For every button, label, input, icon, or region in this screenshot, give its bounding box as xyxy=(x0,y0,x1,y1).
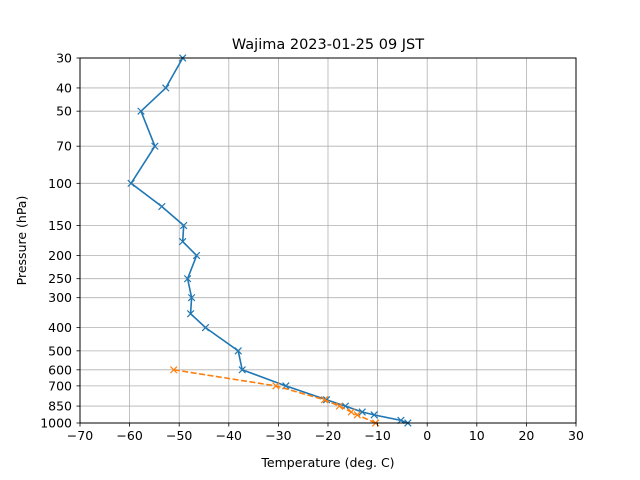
y-tick-label: 700 xyxy=(48,378,72,393)
series-1-line xyxy=(173,369,376,424)
data-point-marker xyxy=(358,408,366,416)
data-point-marker xyxy=(370,411,378,419)
y-tick-label: 50 xyxy=(56,104,72,119)
x-tick-label: −70 xyxy=(67,428,93,443)
series-0 xyxy=(127,54,412,427)
y-tick-label: 1000 xyxy=(40,416,72,431)
data-point-marker xyxy=(186,309,195,318)
y-tick-label: 250 xyxy=(48,271,72,286)
data-point-marker xyxy=(127,179,135,188)
x-tick-label: −60 xyxy=(116,428,142,443)
data-point-marker xyxy=(234,347,242,355)
data-point-marker xyxy=(187,293,196,302)
data-point-marker xyxy=(320,396,329,404)
y-tick-label: 500 xyxy=(48,343,72,358)
x-tick-label: 0 xyxy=(423,428,431,443)
y-tick-label: 300 xyxy=(48,290,72,305)
data-point-marker xyxy=(158,202,166,211)
data-point-marker xyxy=(192,251,201,260)
series-layer xyxy=(127,54,412,427)
x-tick-label: −10 xyxy=(364,428,390,443)
data-point-marker xyxy=(162,84,170,92)
series-1 xyxy=(170,366,380,427)
data-point-marker xyxy=(347,408,356,416)
grid xyxy=(79,57,577,424)
x-tick-label: 10 xyxy=(469,428,485,443)
chart-title: Wajima 2023-01-25 09 JST xyxy=(232,37,424,53)
data-point-marker xyxy=(178,237,187,246)
data-point-marker xyxy=(272,382,280,390)
y-tick-label: 30 xyxy=(56,51,72,66)
data-point-marker xyxy=(151,142,159,150)
x-tick-label: −40 xyxy=(216,428,242,443)
x-tick-label: −20 xyxy=(315,428,341,443)
x-axis-label: Temperature (deg. C) xyxy=(260,455,394,470)
y-tick-label: 600 xyxy=(48,362,72,377)
y-tick-label: 400 xyxy=(48,320,72,335)
x-tick-label: 30 xyxy=(568,428,584,443)
data-point-marker xyxy=(137,107,145,115)
y-tick-label: 100 xyxy=(48,176,72,191)
y-tick-label: 150 xyxy=(48,218,72,233)
x-tick-label: 20 xyxy=(518,428,534,443)
y-tick-label: 40 xyxy=(56,80,72,95)
y-axis-label: Pressure (hPa) xyxy=(14,196,29,286)
x-tick-label: −30 xyxy=(265,428,291,443)
data-point-marker xyxy=(170,366,178,374)
x-axis-ticks: −70 −60 −50 −40 −30 −20 −10 0 10 20 30 xyxy=(67,423,584,443)
x-tick-label: −50 xyxy=(166,428,192,443)
data-point-marker xyxy=(179,221,188,230)
data-point-marker xyxy=(238,366,246,374)
data-point-marker xyxy=(353,411,361,419)
y-tick-label: 200 xyxy=(48,248,72,263)
data-point-marker xyxy=(335,402,344,410)
y-tick-label: 70 xyxy=(56,139,72,154)
y-tick-label: 850 xyxy=(48,399,72,414)
data-point-marker xyxy=(201,323,210,332)
data-point-marker xyxy=(183,274,192,283)
